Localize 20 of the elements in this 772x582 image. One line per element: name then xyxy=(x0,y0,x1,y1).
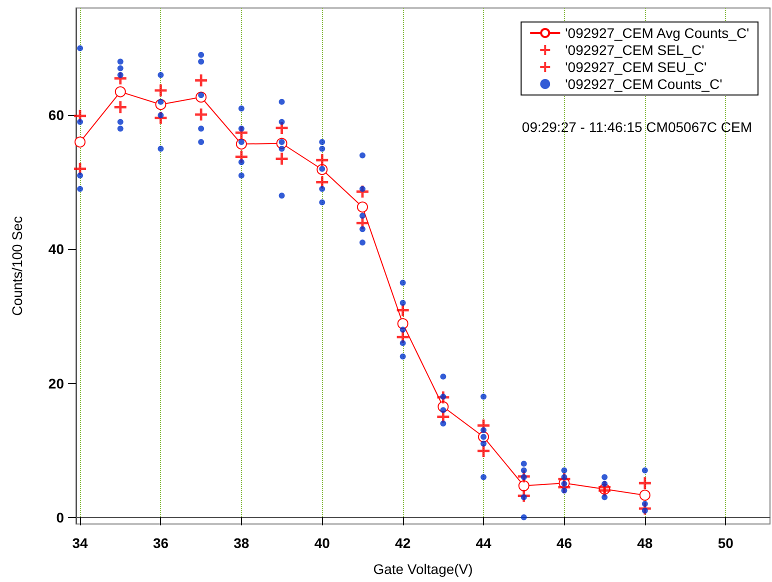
annotation: 09:29:27 - 11:46:15 CM05067C CEM xyxy=(522,119,752,135)
legend-label: '092927_CEM SEL_C' xyxy=(565,42,704,58)
legend-label: '092927_CEM Avg Counts_C' xyxy=(565,25,750,41)
x-tick-label: 38 xyxy=(234,535,250,551)
legend-label: '092927_CEM Counts_C' xyxy=(565,76,722,92)
y-tick-label: 0 xyxy=(56,509,64,526)
x-tick-label: 50 xyxy=(718,535,734,551)
legend-label: '092927_CEM SEU_C' xyxy=(565,59,707,75)
x-tick-label: 42 xyxy=(395,535,411,551)
x-tick-label: 40 xyxy=(314,535,330,551)
x-tick-label: 34 xyxy=(72,535,88,551)
x-tick-label: 46 xyxy=(556,535,572,551)
y-tick-label: 60 xyxy=(48,107,64,124)
x-tick-label: 36 xyxy=(152,535,169,551)
y-axis-title: Counts/100 Sec xyxy=(9,216,25,316)
y-tick-label: 20 xyxy=(48,375,64,392)
x-tick-label: 48 xyxy=(637,535,653,551)
x-axis-title: Gate Voltage(V) xyxy=(373,561,473,577)
y-tick-label: 40 xyxy=(48,241,64,258)
x-tick-label: 44 xyxy=(476,535,492,551)
